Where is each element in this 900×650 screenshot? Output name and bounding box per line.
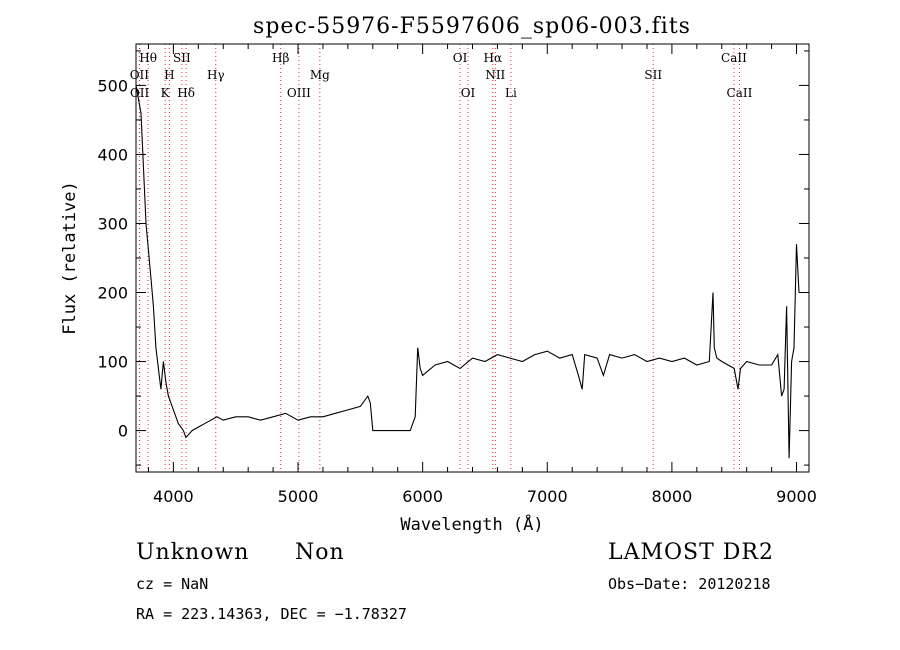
ra-dec-coords: RA = 223.14363, DEC = −1.78327	[136, 605, 407, 623]
y-axis: 0 100 200 300 400 500	[97, 50, 809, 466]
y-tick-label: 300	[97, 214, 128, 233]
line-label: CaII	[721, 51, 747, 65]
plot-frame	[135, 43, 810, 473]
spectral-class: Unknown	[136, 540, 250, 565]
line-label: K	[161, 86, 171, 100]
line-label: Hα	[484, 51, 503, 65]
line-label: CaII	[727, 86, 753, 100]
y-tick-label: 500	[97, 76, 128, 95]
spectral-subclass: Non	[295, 540, 345, 565]
x-tick-label: 4000	[153, 487, 194, 506]
x-tick-label: 7000	[527, 487, 568, 506]
line-label: Li	[505, 86, 517, 100]
x-axis-label: Wavelength (Å)	[400, 513, 543, 535]
line-label: Hθ	[139, 51, 157, 65]
chart-title: spec-55976-F5597606_sp06-003.fits	[253, 14, 691, 39]
y-axis-label: Flux (relative)	[60, 181, 80, 335]
line-label: Hδ	[177, 86, 195, 100]
x-axis: 4000 5000 6000 7000 8000 9000	[147, 44, 817, 506]
line-label: NII	[485, 68, 505, 82]
x-tick-label: 9000	[776, 487, 817, 506]
line-label: OI	[461, 86, 476, 100]
redshift-cz: cz = NaN	[136, 575, 209, 593]
obs-date: Obs−Date: 20120218	[608, 575, 771, 593]
line-label: SII	[173, 51, 191, 65]
y-tick-label: 0	[118, 422, 128, 441]
line-label: H	[164, 68, 174, 82]
line-label: OII	[130, 68, 150, 82]
spectrum-line	[135, 85, 800, 459]
y-tick-label: 400	[97, 145, 128, 164]
line-label: Hβ	[272, 51, 289, 65]
line-label: Mg	[310, 68, 330, 82]
survey-name: LAMOST DR2	[608, 540, 774, 565]
line-label: Hγ	[207, 68, 225, 82]
line-markers	[138, 44, 740, 472]
line-label: OI	[453, 51, 468, 65]
line-label: SII	[644, 68, 662, 82]
y-tick-label: 200	[97, 284, 128, 303]
line-label: OII	[130, 86, 150, 100]
x-tick-label: 5000	[278, 487, 319, 506]
x-tick-label: 8000	[652, 487, 693, 506]
line-labels: Hθ OII OII SII HK Hδ Hγ Hβ Mg OIII OI Hα NII OI Li SII C…	[130, 51, 753, 100]
y-tick-label: 100	[97, 353, 128, 372]
line-label: OIII	[287, 86, 311, 100]
x-tick-label: 6000	[402, 487, 443, 506]
